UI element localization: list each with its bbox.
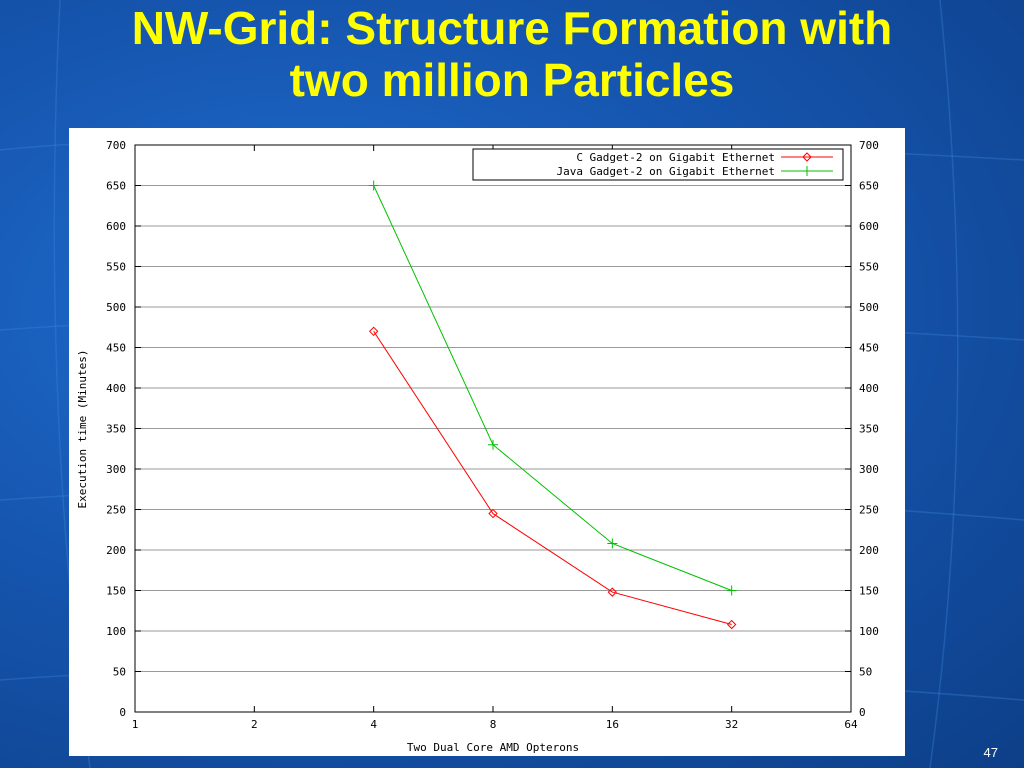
slide-title: NW-Grid: Structure Formation with two mi…: [0, 2, 1024, 106]
x-tick-label: 2: [251, 718, 258, 731]
page-number: 47: [983, 745, 998, 760]
legend-marker-c: [802, 152, 812, 162]
x-tick-label: 16: [606, 718, 619, 731]
y-tick-label-right: 50: [859, 666, 872, 679]
y-tick-label-right: 100: [859, 625, 879, 638]
y-tick-label: 600: [106, 220, 126, 233]
x-tick-label: 8: [490, 718, 497, 731]
y-tick-label-right: 250: [859, 504, 879, 517]
y-tick-label-right: 200: [859, 544, 879, 557]
y-tick-label-right: 450: [859, 342, 879, 355]
y-axis-label: Execution time (Minutes): [76, 350, 89, 509]
y-tick-label: 0: [119, 706, 126, 719]
legend-box: [472, 148, 844, 181]
grid-layer: [135, 185, 851, 672]
y-tick-label: 100: [106, 625, 126, 638]
y-tick-label-right: 350: [859, 423, 879, 436]
x-tick-label: 4: [370, 718, 377, 731]
data-point-java: [368, 180, 379, 191]
y-tick-label: 300: [106, 463, 126, 476]
chart-panel: 0 0 50 50 100 100 150 150 200 200 250 250 300 300 350 3…: [69, 128, 905, 756]
data-point-java: [607, 538, 618, 549]
legend: C Gadget-2 on Gigabit Ethernet Java Gadg…: [472, 148, 844, 181]
x-tick-label: 1: [132, 718, 139, 731]
data-point-java: [726, 585, 737, 596]
y-tick-label-right: 600: [859, 220, 879, 233]
y-tick-label: 450: [106, 342, 126, 355]
y-tick-label-right: 0: [859, 706, 866, 719]
x-tick-label: 64: [844, 718, 858, 731]
y-tick-label: 400: [106, 382, 126, 395]
data-point-c: [488, 508, 498, 519]
legend-label-java: Java Gadget-2 on Gigabit Ethernet: [556, 165, 775, 178]
data-point-c: [368, 326, 379, 337]
y-tick-label: 250: [106, 504, 126, 517]
y-tick-label-right: 550: [859, 261, 879, 274]
y-tick-label-right: 300: [859, 463, 879, 476]
y-tick-label: 50: [113, 666, 126, 679]
x-tick-label: 32: [725, 718, 738, 731]
series-layer: [368, 180, 737, 630]
title-line-1: NW-Grid: Structure Formation with: [131, 2, 893, 54]
y-tick-label: 500: [106, 301, 126, 314]
y-tick-label-right: 700: [859, 139, 879, 152]
series-line-c: [373, 331, 732, 625]
y-tick-label-right: 150: [859, 585, 879, 598]
data-point-c: [726, 619, 737, 630]
y-tick-label: 200: [106, 544, 126, 557]
data-point-java: [488, 439, 498, 450]
legend-marker-java: [802, 166, 812, 176]
y-tick-label: 650: [106, 180, 126, 193]
x-axis-label: Two Dual Core AMD Opterons: [407, 741, 579, 754]
y-tick-label-right: 400: [859, 382, 879, 395]
series-line-java: [373, 185, 732, 591]
y-tick-label-right: 500: [859, 301, 879, 314]
y-tick-label: 700: [106, 139, 126, 152]
y-tick-label-right: 650: [859, 180, 879, 193]
y-tick-label: 550: [106, 261, 126, 274]
legend-label-c: C Gadget-2 on Gigabit Ethernet: [576, 151, 775, 164]
data-point-c: [607, 587, 618, 597]
y-tick-label: 150: [106, 585, 126, 598]
line-chart: 0 0 50 50 100 100 150 150 200 200 250 250 300 300 350 3…: [76, 139, 879, 754]
title-line-2: two million Particles: [289, 54, 735, 106]
tick-layer: 0 0 50 50 100 100 150 150 200 200 250 250 300 300 350 3…: [106, 139, 879, 731]
y-tick-label: 350: [106, 423, 126, 436]
